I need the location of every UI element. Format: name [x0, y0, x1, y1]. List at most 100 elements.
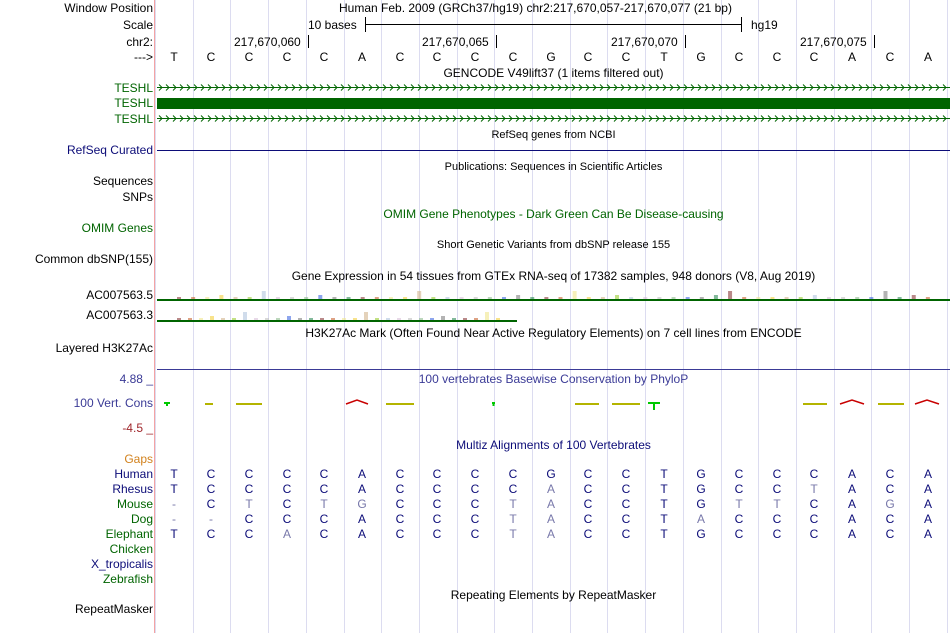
- gencode-track-title[interactable]: GENCODE V49lift37 (1 items filtered out): [443, 66, 664, 80]
- aligned-base: G: [546, 467, 556, 481]
- phylop-bar: [653, 402, 655, 410]
- strand-chevron: [319, 84, 324, 91]
- refseq-track-title[interactable]: RefSeq genes from NCBI: [491, 129, 616, 141]
- publications-track-title[interactable]: Publications: Sequences in Scientific Ar…: [444, 161, 663, 173]
- gtex-tissue-bar: [332, 297, 337, 299]
- strand-chevron: [795, 84, 800, 91]
- strand-chevron: [487, 115, 492, 122]
- db-name: hg19: [751, 18, 778, 32]
- species-label[interactable]: Mouse: [116, 497, 153, 511]
- strand-chevron: [851, 115, 856, 122]
- omim-track-title[interactable]: OMIM Gene Phenotypes - Dark Green Can Be…: [383, 207, 724, 221]
- gtex-tissue-bar: [298, 318, 302, 320]
- sequences-label[interactable]: Sequences: [92, 174, 153, 188]
- grid-line: [419, 0, 420, 633]
- species-label[interactable]: X_tropicalis: [90, 557, 153, 571]
- aligned-base: T: [170, 467, 178, 481]
- strand-chevron: [907, 115, 912, 122]
- species-label[interactable]: Chicken: [109, 542, 153, 556]
- strand-chevron: [578, 115, 583, 122]
- strand-chevron: [809, 115, 814, 122]
- strand-chevron: [438, 84, 443, 91]
- aligned-base: C: [432, 527, 442, 541]
- gencode-transcript[interactable]: [157, 84, 950, 91]
- strand-chevron: [347, 115, 352, 122]
- strand-chevron: [634, 84, 639, 91]
- strand-chevron: [655, 115, 660, 122]
- gtex-tissue-bar: [199, 318, 203, 320]
- gtex-tissue-bar: [911, 295, 916, 299]
- strand-chevron: [697, 84, 702, 91]
- snps-label[interactable]: SNPs: [122, 190, 153, 204]
- gtex-tissue-bar: [474, 318, 478, 320]
- refseq-curated-line[interactable]: [157, 150, 950, 151]
- tick-mark: [308, 35, 309, 48]
- aligned-base: A: [923, 497, 932, 511]
- aligned-base: C: [621, 512, 631, 526]
- gencode-row-label[interactable]: TESHL: [114, 112, 153, 126]
- gencode-exon-block[interactable]: [157, 98, 950, 109]
- gtex-track-title[interactable]: Gene Expression in 54 tissues from GTEx …: [291, 269, 816, 283]
- phylop-plot[interactable]: [157, 392, 950, 422]
- aligned-base: C: [583, 467, 593, 481]
- aligned-base: C: [432, 512, 442, 526]
- repeatmasker-track-title[interactable]: Repeating Elements by RepeatMasker: [450, 588, 657, 602]
- reference-base: C: [508, 50, 518, 64]
- gencode-transcript[interactable]: [157, 115, 950, 122]
- strand-chevron: [375, 84, 380, 91]
- grid-line: [268, 0, 269, 633]
- strand-chevron: [606, 84, 611, 91]
- strand-chevron: [711, 84, 716, 91]
- phylop-label[interactable]: 100 Vert. Cons: [73, 396, 153, 410]
- strand-chevron: [249, 84, 254, 91]
- dbsnp-track-title[interactable]: Short Genetic Variants from dbSNP releas…: [436, 239, 671, 251]
- species-label[interactable]: Zebrafish: [102, 572, 153, 586]
- aligned-base: C: [432, 482, 442, 496]
- gtex-tissue-bar: [318, 295, 323, 299]
- gaps-label[interactable]: Gaps: [124, 452, 153, 466]
- refseq-curated-label[interactable]: RefSeq Curated: [66, 143, 153, 157]
- gtex-expression-plot[interactable]: [157, 288, 950, 302]
- aligned-base: C: [734, 527, 744, 541]
- common-dbsnp-label[interactable]: Common dbSNP(155): [34, 252, 153, 266]
- layered-h3k27ac-label[interactable]: Layered H3K27Ac: [55, 341, 153, 355]
- omim-genes-label[interactable]: OMIM Genes: [81, 221, 153, 235]
- gtex-expression-plot[interactable]: [157, 308, 517, 322]
- gtex-row-label[interactable]: AC007563.5: [86, 288, 153, 302]
- strand-chevron: [739, 115, 744, 122]
- strand-chevron: [802, 115, 807, 122]
- aligned-base: C: [432, 497, 442, 511]
- strand-chevron: [760, 84, 765, 91]
- gtex-tissue-bar: [643, 297, 648, 299]
- repeatmasker-label[interactable]: RepeatMasker: [74, 602, 153, 616]
- phylop-track-title[interactable]: 100 vertebrates Basewise Conservation by…: [418, 372, 689, 386]
- gencode-row-label[interactable]: TESHL: [114, 96, 153, 110]
- gtex-tissue-bar: [530, 297, 535, 299]
- species-label[interactable]: Dog: [130, 512, 153, 526]
- strand-chevron: [298, 84, 303, 91]
- strand-chevron: [921, 115, 926, 122]
- strand-chevron: [746, 84, 751, 91]
- species-label[interactable]: Human: [114, 467, 153, 481]
- gtex-tissue-bar: [431, 297, 436, 299]
- gtex-tissue-bar: [812, 295, 817, 299]
- h3k27ac-track-title[interactable]: H3K27Ac Mark (Often Found Near Active Re…: [305, 326, 802, 340]
- aligned-base: C: [621, 482, 631, 496]
- strand-chevron: [396, 84, 401, 91]
- strand-chevron: [270, 115, 275, 122]
- strand-chevron: [235, 84, 240, 91]
- species-label[interactable]: Rhesus: [112, 482, 153, 496]
- aligned-base: C: [885, 467, 895, 481]
- strand-chevron: [662, 84, 667, 91]
- strand-chevron: [578, 84, 583, 91]
- strand-chevron: [627, 115, 632, 122]
- gtex-row-label[interactable]: AC007563.3: [86, 308, 153, 322]
- multiz-track-title[interactable]: Multiz Alignments of 100 Vertebrates: [456, 438, 651, 452]
- strand-chevron: [550, 84, 555, 91]
- reference-base: C: [885, 50, 895, 64]
- aligned-base: C: [206, 467, 216, 481]
- position-range[interactable]: chr2:217,670,057-217,670,077 (21 bp): [526, 1, 732, 15]
- gencode-row-label[interactable]: TESHL: [114, 81, 153, 95]
- species-label[interactable]: Elephant: [105, 527, 153, 541]
- gtex-tissue-bar: [463, 318, 467, 320]
